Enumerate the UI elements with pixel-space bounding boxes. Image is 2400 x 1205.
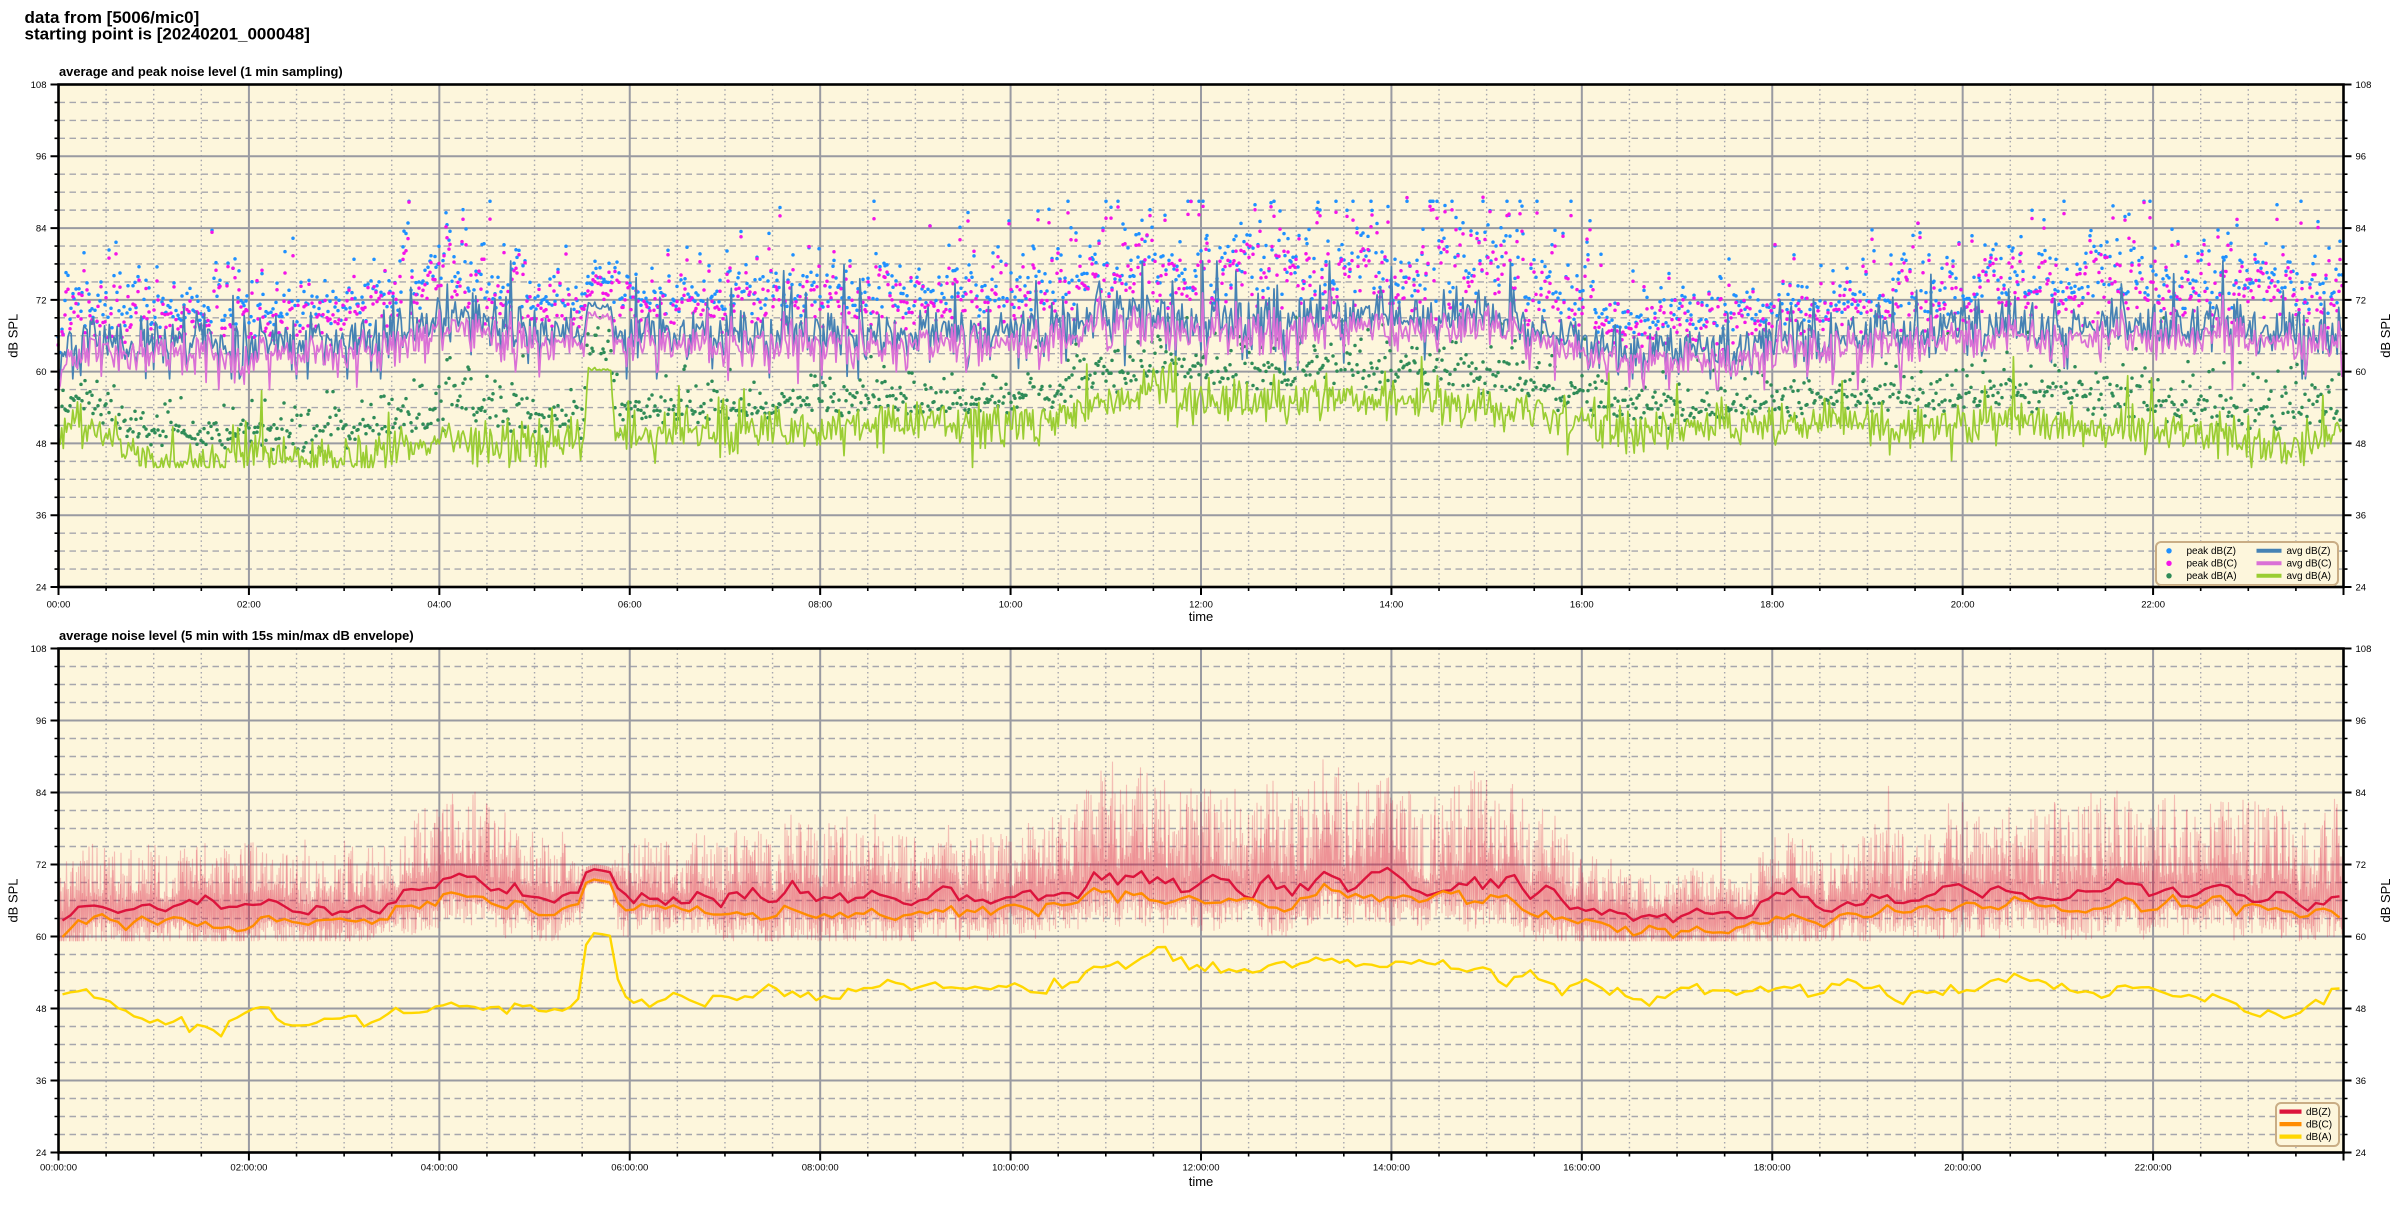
svg-text:72: 72 (36, 295, 47, 306)
svg-text:dB(A): dB(A) (2306, 1132, 2332, 1143)
svg-text:96: 96 (36, 152, 47, 163)
svg-text:24: 24 (2356, 1148, 2367, 1159)
svg-text:average and peak noise level (: average and peak noise level (1 min samp… (59, 64, 343, 79)
svg-text:84: 84 (36, 224, 47, 235)
svg-text:60: 60 (2356, 367, 2367, 378)
svg-text:dB(C): dB(C) (2306, 1119, 2332, 1130)
svg-text:04:00: 04:00 (427, 600, 451, 611)
svg-text:10:00:00: 10:00:00 (992, 1163, 1029, 1174)
svg-text:04:00:00: 04:00:00 (421, 1163, 458, 1174)
svg-text:00:00: 00:00 (47, 600, 71, 611)
svg-text:peak dB(Z): peak dB(Z) (2187, 546, 2236, 557)
svg-text:dB SPL: dB SPL (6, 314, 21, 358)
svg-text:60: 60 (36, 367, 47, 378)
svg-text:08:00:00: 08:00:00 (802, 1163, 839, 1174)
svg-text:36: 36 (2356, 511, 2367, 522)
svg-text:16:00:00: 16:00:00 (1563, 1163, 1600, 1174)
svg-text:dB SPL: dB SPL (2378, 878, 2393, 922)
svg-text:dB SPL: dB SPL (6, 878, 21, 922)
svg-text:08:00: 08:00 (808, 600, 832, 611)
svg-text:24: 24 (36, 1148, 47, 1159)
svg-text:06:00: 06:00 (618, 600, 642, 611)
svg-text:22:00: 22:00 (2141, 600, 2165, 611)
svg-text:96: 96 (2356, 716, 2367, 727)
svg-text:84: 84 (2356, 788, 2367, 799)
svg-text:14:00:00: 14:00:00 (1373, 1163, 1410, 1174)
svg-text:peak dB(C): peak dB(C) (2187, 559, 2238, 570)
svg-text:36: 36 (36, 1076, 47, 1087)
svg-text:84: 84 (36, 788, 47, 799)
svg-text:02:00: 02:00 (237, 600, 261, 611)
svg-text:18:00: 18:00 (1760, 600, 1784, 611)
svg-text:108: 108 (2356, 80, 2372, 91)
svg-text:48: 48 (2356, 1004, 2367, 1015)
svg-text:24: 24 (36, 582, 47, 593)
svg-text:72: 72 (2356, 860, 2367, 871)
svg-text:72: 72 (2356, 295, 2367, 306)
svg-text:108: 108 (31, 80, 47, 91)
svg-text:20:00:00: 20:00:00 (1944, 1163, 1981, 1174)
svg-text:dB(Z): dB(Z) (2306, 1107, 2331, 1118)
svg-text:12:00:00: 12:00:00 (1183, 1163, 1220, 1174)
svg-text:avg dB(A): avg dB(A) (2287, 571, 2331, 582)
svg-text:60: 60 (36, 932, 47, 943)
svg-text:48: 48 (2356, 439, 2367, 450)
svg-text:10:00: 10:00 (999, 600, 1023, 611)
svg-text:24: 24 (2356, 582, 2367, 593)
svg-text:peak dB(A): peak dB(A) (2187, 571, 2237, 582)
svg-text:18:00:00: 18:00:00 (1754, 1163, 1791, 1174)
svg-text:20:00: 20:00 (1951, 600, 1975, 611)
svg-text:96: 96 (2356, 152, 2367, 163)
svg-text:12:00: 12:00 (1189, 600, 1213, 611)
svg-text:72: 72 (36, 860, 47, 871)
svg-text:00:00:00: 00:00:00 (40, 1163, 77, 1174)
svg-text:starting point is [20240201_00: starting point is [20240201_000048] (25, 24, 310, 43)
svg-text:14:00: 14:00 (1380, 600, 1404, 611)
svg-text:84: 84 (2356, 224, 2367, 235)
svg-text:16:00: 16:00 (1570, 600, 1594, 611)
svg-text:36: 36 (36, 511, 47, 522)
svg-text:data from [5006/mic0]: data from [5006/mic0] (25, 8, 200, 27)
svg-text:02:00:00: 02:00:00 (230, 1163, 267, 1174)
svg-text:22:00:00: 22:00:00 (2135, 1163, 2172, 1174)
svg-text:dB SPL: dB SPL (2378, 314, 2393, 358)
svg-text:average noise level (5 min wit: average noise level (5 min with 15s min/… (59, 628, 414, 643)
svg-text:avg dB(Z): avg dB(Z) (2287, 546, 2331, 557)
svg-text:36: 36 (2356, 1076, 2367, 1087)
svg-text:avg dB(C): avg dB(C) (2287, 559, 2332, 570)
svg-text:06:00:00: 06:00:00 (611, 1163, 648, 1174)
svg-text:time: time (1189, 1174, 1214, 1189)
svg-text:60: 60 (2356, 932, 2367, 943)
svg-text:96: 96 (36, 716, 47, 727)
svg-text:time: time (1189, 609, 1214, 624)
svg-text:48: 48 (36, 439, 47, 450)
svg-text:108: 108 (31, 644, 47, 655)
svg-text:108: 108 (2356, 644, 2372, 655)
svg-text:48: 48 (36, 1004, 47, 1015)
